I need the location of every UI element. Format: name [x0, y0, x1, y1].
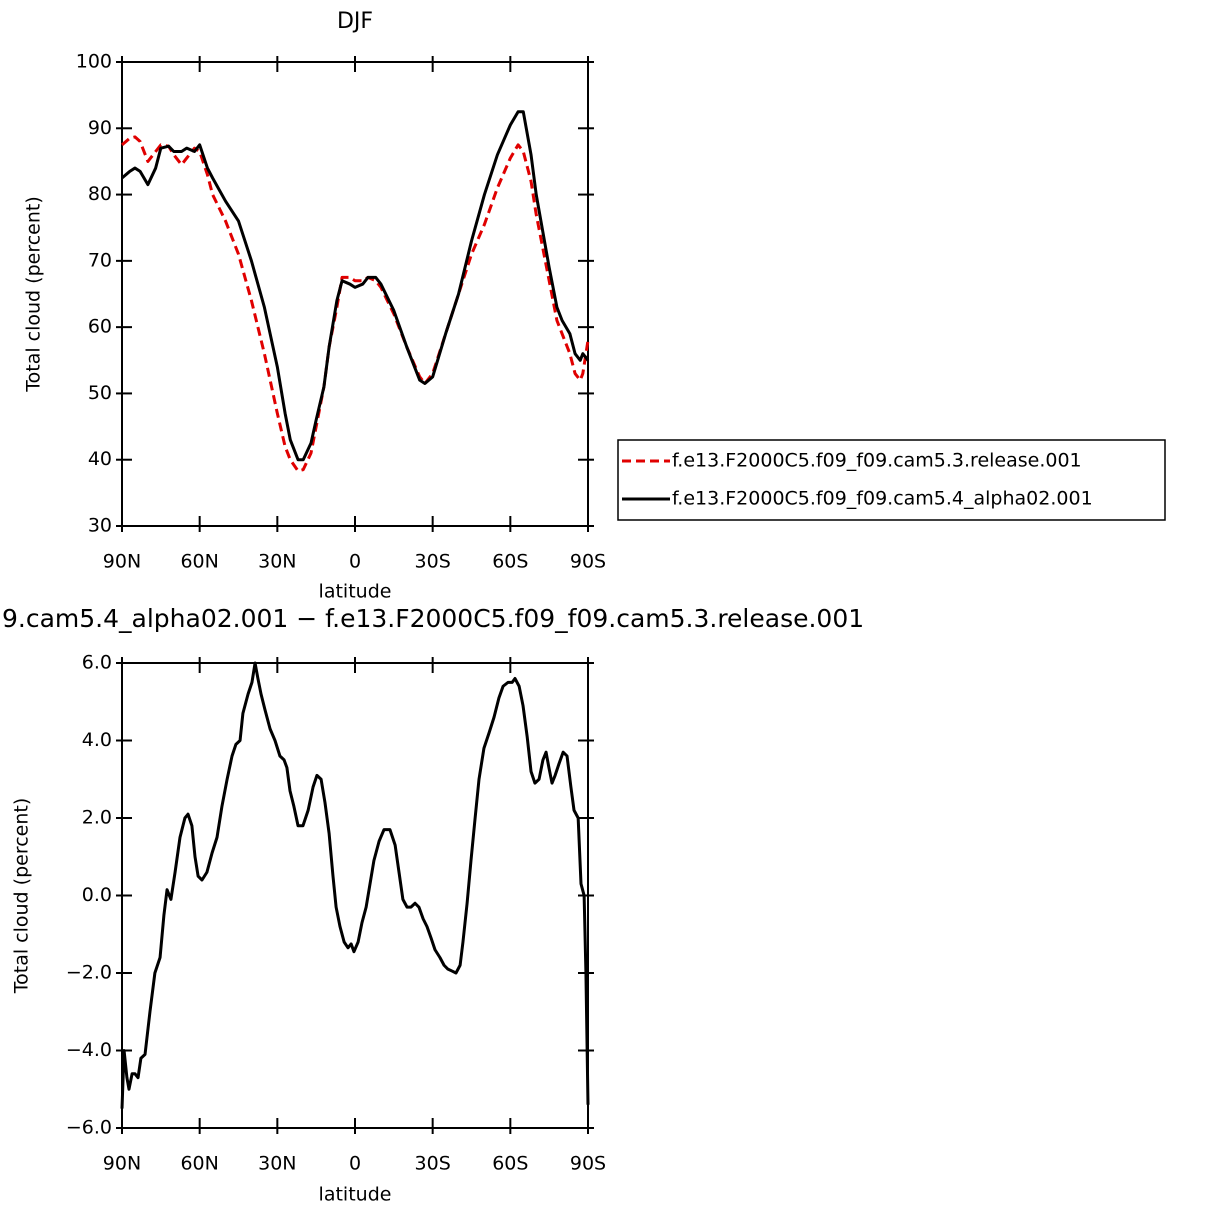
- data-line: [120, 661, 590, 1109]
- x-tick-label: 90S: [570, 1153, 606, 1175]
- y-axis-label: Total cloud (percent): [11, 798, 33, 995]
- x-tick-label: 60N: [180, 1153, 218, 1175]
- legend-label: f.e13.F2000C5.f09_f09.cam5.4_alpha02.001: [672, 488, 1093, 510]
- y-tick-label: 60: [88, 316, 112, 338]
- y-tick-label: 2.0: [82, 807, 112, 829]
- legend-box: [617, 439, 1166, 521]
- data-line: [121, 135, 590, 473]
- x-tick-label: 0: [349, 1153, 361, 1175]
- y-tick-label: 4.0: [82, 729, 112, 751]
- y-tick-label: −6.0: [66, 1117, 112, 1139]
- data-line: [121, 110, 590, 462]
- y-tick-label: 40: [88, 448, 112, 470]
- x-tick-label: 30S: [415, 551, 451, 573]
- plot-frame: [121, 662, 589, 1129]
- x-tick-label: 60N: [180, 551, 218, 573]
- y-tick-label: 70: [88, 249, 112, 271]
- legend-label: f.e13.F2000C5.f09_f09.cam5.3.release.001: [672, 450, 1082, 472]
- y-tick-label: 90: [88, 117, 112, 139]
- x-tick-label: 30S: [415, 1153, 451, 1175]
- y-tick-label: −2.0: [66, 962, 112, 984]
- y-tick-label: −4.0: [66, 1039, 112, 1061]
- y-tick-label: 0.0: [82, 884, 112, 906]
- x-axis-label: latitude: [319, 581, 392, 603]
- y-tick-label: 80: [88, 183, 112, 205]
- y-tick-label: 50: [88, 382, 112, 404]
- x-axis-label: latitude: [319, 1184, 392, 1206]
- x-tick-label: 0: [349, 551, 361, 573]
- x-tick-label: 30N: [258, 1153, 296, 1175]
- y-tick-label: 30: [88, 515, 112, 537]
- x-tick-label: 60S: [492, 1153, 528, 1175]
- y-tick-label: 6.0: [82, 652, 112, 674]
- x-tick-label: 90N: [103, 1153, 141, 1175]
- x-tick-label: 60S: [492, 551, 528, 573]
- y-tick-label: 100: [76, 51, 112, 73]
- x-tick-label: 90N: [103, 551, 141, 573]
- y-axis-label: Total cloud (percent): [23, 196, 45, 393]
- x-tick-label: 90S: [570, 551, 606, 573]
- chart-title: DJF: [337, 9, 373, 34]
- plot-frame: [121, 61, 589, 527]
- chart-title: 9.cam5.4_alpha02.001 − f.e13.F2000C5.f09…: [2, 604, 864, 633]
- x-tick-label: 30N: [258, 551, 296, 573]
